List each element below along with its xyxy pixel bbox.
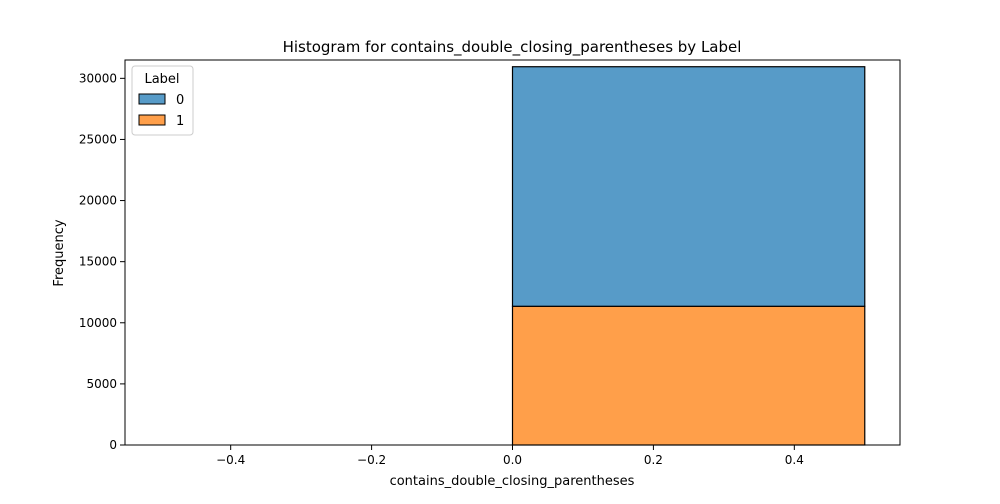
- y-tick-label: 30000: [79, 71, 117, 85]
- x-tick-label: 0.4: [785, 453, 804, 467]
- x-axis-label: contains_double_closing_parentheses: [390, 474, 635, 489]
- x-tick-label: 0.0: [503, 453, 522, 467]
- legend-title: Label: [144, 72, 179, 87]
- y-axis-label: Frequency: [52, 219, 67, 286]
- bar-label-0-bin-1: [511, 66, 866, 307]
- x-axis-ticks: −0.4 −0.2 0.0 0.2 0.4: [216, 445, 804, 467]
- legend-swatch-1: [138, 114, 166, 126]
- y-tick-label: 20000: [79, 194, 117, 208]
- chart-title: Histogram for contains_double_closing_pa…: [283, 38, 742, 57]
- y-tick-label: 15000: [79, 255, 117, 269]
- y-tick-label: 0: [109, 438, 117, 452]
- y-tick-label: 5000: [86, 377, 117, 391]
- bar-label-1-bin-1: [511, 305, 866, 446]
- legend: Label 0 1: [131, 65, 194, 136]
- x-tick-label: 0.2: [644, 453, 663, 467]
- x-tick-label: −0.4: [216, 453, 245, 467]
- legend-label-1: 1: [176, 114, 184, 129]
- y-tick-label: 10000: [79, 316, 117, 330]
- bars-layer: [511, 66, 866, 446]
- legend-swatch-0: [138, 93, 166, 105]
- y-axis-ticks: 0 5000 10000 15000 20000 25000 30000: [79, 71, 125, 452]
- y-tick-label: 25000: [79, 132, 117, 146]
- legend-label-0: 0: [176, 93, 184, 108]
- x-tick-label: −0.2: [357, 453, 386, 467]
